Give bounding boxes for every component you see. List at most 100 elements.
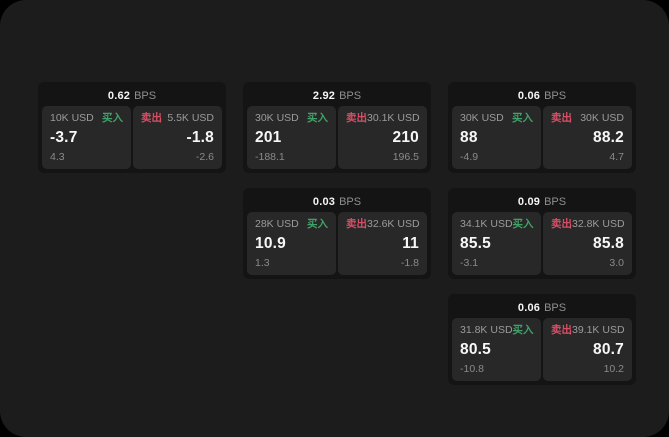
buy-panel[interactable]: 28K USD 买入 10.9 1.3 <box>247 212 336 275</box>
quote-card[interactable]: 0.62 BPS 10K USD 买入 -3.7 4.3 卖出 5.5K USD… <box>38 82 226 173</box>
sell-panel-top: 卖出 32.8K USD <box>551 218 625 230</box>
card-bps-header: 2.92 BPS <box>247 86 427 106</box>
sell-panel-top: 卖出 30K USD <box>551 112 624 124</box>
buy-panel-top: 30K USD 买入 <box>255 112 328 124</box>
buy-side-label: 买入 <box>512 324 534 336</box>
buy-side-label: 买入 <box>512 112 533 124</box>
card-bps-header: 0.09 BPS <box>452 192 632 212</box>
bps-value: 2.92 <box>312 90 336 102</box>
buy-price-value: 201 <box>255 129 282 146</box>
buy-amount-label: 31.8K USD <box>460 324 513 336</box>
bps-value: 0.03 <box>312 196 336 208</box>
sell-sub-value: 4.7 <box>609 151 624 163</box>
sell-price-value: 85.8 <box>593 235 624 252</box>
buy-panel-top: 31.8K USD 买入 <box>460 324 534 336</box>
sell-side-label: 卖出 <box>346 218 367 230</box>
quote-card[interactable]: 0.03 BPS 28K USD 买入 10.9 1.3 卖出 32.6K US… <box>243 188 431 279</box>
bps-unit-label: BPS <box>544 90 567 102</box>
bps-unit-label: BPS <box>339 196 362 208</box>
buy-side-label: 买入 <box>512 218 534 230</box>
buy-panel[interactable]: 10K USD 买入 -3.7 4.3 <box>42 106 131 169</box>
card-bps-header: 0.62 BPS <box>42 86 222 106</box>
sell-amount-label: 32.8K USD <box>572 218 625 230</box>
sell-side-label: 卖出 <box>551 324 572 336</box>
buy-panel[interactable]: 30K USD 买入 88 -4.9 <box>452 106 541 169</box>
buy-panel[interactable]: 30K USD 买入 201 -188.1 <box>247 106 336 169</box>
sell-sub-value: 10.2 <box>603 363 624 375</box>
card-panels: 10K USD 买入 -3.7 4.3 卖出 5.5K USD -1.8 -2.… <box>42 106 222 169</box>
sell-panel[interactable]: 卖出 5.5K USD -1.8 -2.6 <box>133 106 222 169</box>
sell-side-label: 卖出 <box>141 112 162 124</box>
sell-sub-value: -2.6 <box>195 151 214 163</box>
buy-panel-top: 10K USD 买入 <box>50 112 123 124</box>
bps-value: 0.09 <box>517 196 541 208</box>
card-bps-header: 0.06 BPS <box>452 298 632 318</box>
sell-side-label: 卖出 <box>346 112 367 124</box>
buy-panel[interactable]: 31.8K USD 买入 80.5 -10.8 <box>452 318 541 381</box>
card-bps-header: 0.03 BPS <box>247 192 427 212</box>
buy-panel-top: 30K USD 买入 <box>460 112 533 124</box>
card-panels: 30K USD 买入 88 -4.9 卖出 30K USD 88.2 4.7 <box>452 106 632 169</box>
buy-panel[interactable]: 34.1K USD 买入 85.5 -3.1 <box>452 212 541 275</box>
sell-panel[interactable]: 卖出 39.1K USD 80.7 10.2 <box>543 318 632 381</box>
quote-card[interactable]: 0.06 BPS 31.8K USD 买入 80.5 -10.8 卖出 39.1… <box>448 294 636 385</box>
card-panels: 31.8K USD 买入 80.5 -10.8 卖出 39.1K USD 80.… <box>452 318 632 381</box>
sell-panel[interactable]: 卖出 32.6K USD 11 -1.8 <box>338 212 427 275</box>
sell-price-value: 11 <box>402 235 419 252</box>
buy-side-label: 买入 <box>307 218 328 230</box>
sell-sub-value: 196.5 <box>392 151 419 163</box>
buy-amount-label: 28K USD <box>255 218 299 230</box>
buy-amount-label: 34.1K USD <box>460 218 513 230</box>
buy-sub-value: 4.3 <box>50 151 65 163</box>
sell-price-value: 88.2 <box>593 129 624 146</box>
sell-panel-top: 卖出 32.6K USD <box>346 218 420 230</box>
card-panels: 30K USD 买入 201 -188.1 卖出 30.1K USD 210 1… <box>247 106 427 169</box>
sell-amount-label: 30K USD <box>580 112 624 124</box>
sell-price-value: -1.8 <box>186 129 214 146</box>
buy-amount-label: 30K USD <box>460 112 504 124</box>
sell-sub-value: -1.8 <box>400 257 419 269</box>
quote-card[interactable]: 2.92 BPS 30K USD 买入 201 -188.1 卖出 30.1K … <box>243 82 431 173</box>
sell-amount-label: 5.5K USD <box>167 112 214 124</box>
buy-price-value: -3.7 <box>50 129 78 146</box>
quote-card[interactable]: 0.09 BPS 34.1K USD 买入 85.5 -3.1 卖出 32.8K… <box>448 188 636 279</box>
buy-sub-value: -4.9 <box>460 151 479 163</box>
buy-sub-value: -3.1 <box>460 257 479 269</box>
buy-side-label: 买入 <box>102 112 123 124</box>
sell-panel[interactable]: 卖出 32.8K USD 85.8 3.0 <box>543 212 632 275</box>
buy-sub-value: -10.8 <box>460 363 484 375</box>
sell-price-value: 210 <box>392 129 419 146</box>
sell-panel-top: 卖出 30.1K USD <box>346 112 420 124</box>
buy-panel-top: 28K USD 买入 <box>255 218 328 230</box>
sell-panel-top: 卖出 39.1K USD <box>551 324 625 336</box>
sell-side-label: 卖出 <box>551 112 572 124</box>
sell-panel[interactable]: 卖出 30K USD 88.2 4.7 <box>543 106 632 169</box>
sell-sub-value: 3.0 <box>609 257 624 269</box>
bps-unit-label: BPS <box>544 302 567 314</box>
card-panels: 34.1K USD 买入 85.5 -3.1 卖出 32.8K USD 85.8… <box>452 212 632 275</box>
buy-amount-label: 30K USD <box>255 112 299 124</box>
sell-panel-top: 卖出 5.5K USD <box>141 112 214 124</box>
bps-value: 0.06 <box>517 90 541 102</box>
sell-panel[interactable]: 卖出 30.1K USD 210 196.5 <box>338 106 427 169</box>
buy-price-value: 88 <box>460 129 478 146</box>
buy-price-value: 80.5 <box>460 341 491 358</box>
buy-amount-label: 10K USD <box>50 112 94 124</box>
bps-value: 0.06 <box>517 302 541 314</box>
sell-side-label: 卖出 <box>551 218 572 230</box>
quote-card[interactable]: 0.06 BPS 30K USD 买入 88 -4.9 卖出 30K USD 8… <box>448 82 636 173</box>
bps-unit-label: BPS <box>134 90 157 102</box>
bps-unit-label: BPS <box>339 90 362 102</box>
buy-sub-value: -188.1 <box>255 151 285 163</box>
sell-amount-label: 30.1K USD <box>367 112 420 124</box>
bps-value: 0.62 <box>107 90 131 102</box>
sell-amount-label: 32.6K USD <box>367 218 420 230</box>
sell-price-value: 80.7 <box>593 341 624 358</box>
buy-side-label: 买入 <box>307 112 328 124</box>
sell-amount-label: 39.1K USD <box>572 324 625 336</box>
card-panels: 28K USD 买入 10.9 1.3 卖出 32.6K USD 11 -1.8 <box>247 212 427 275</box>
buy-panel-top: 34.1K USD 买入 <box>460 218 534 230</box>
bps-unit-label: BPS <box>544 196 567 208</box>
